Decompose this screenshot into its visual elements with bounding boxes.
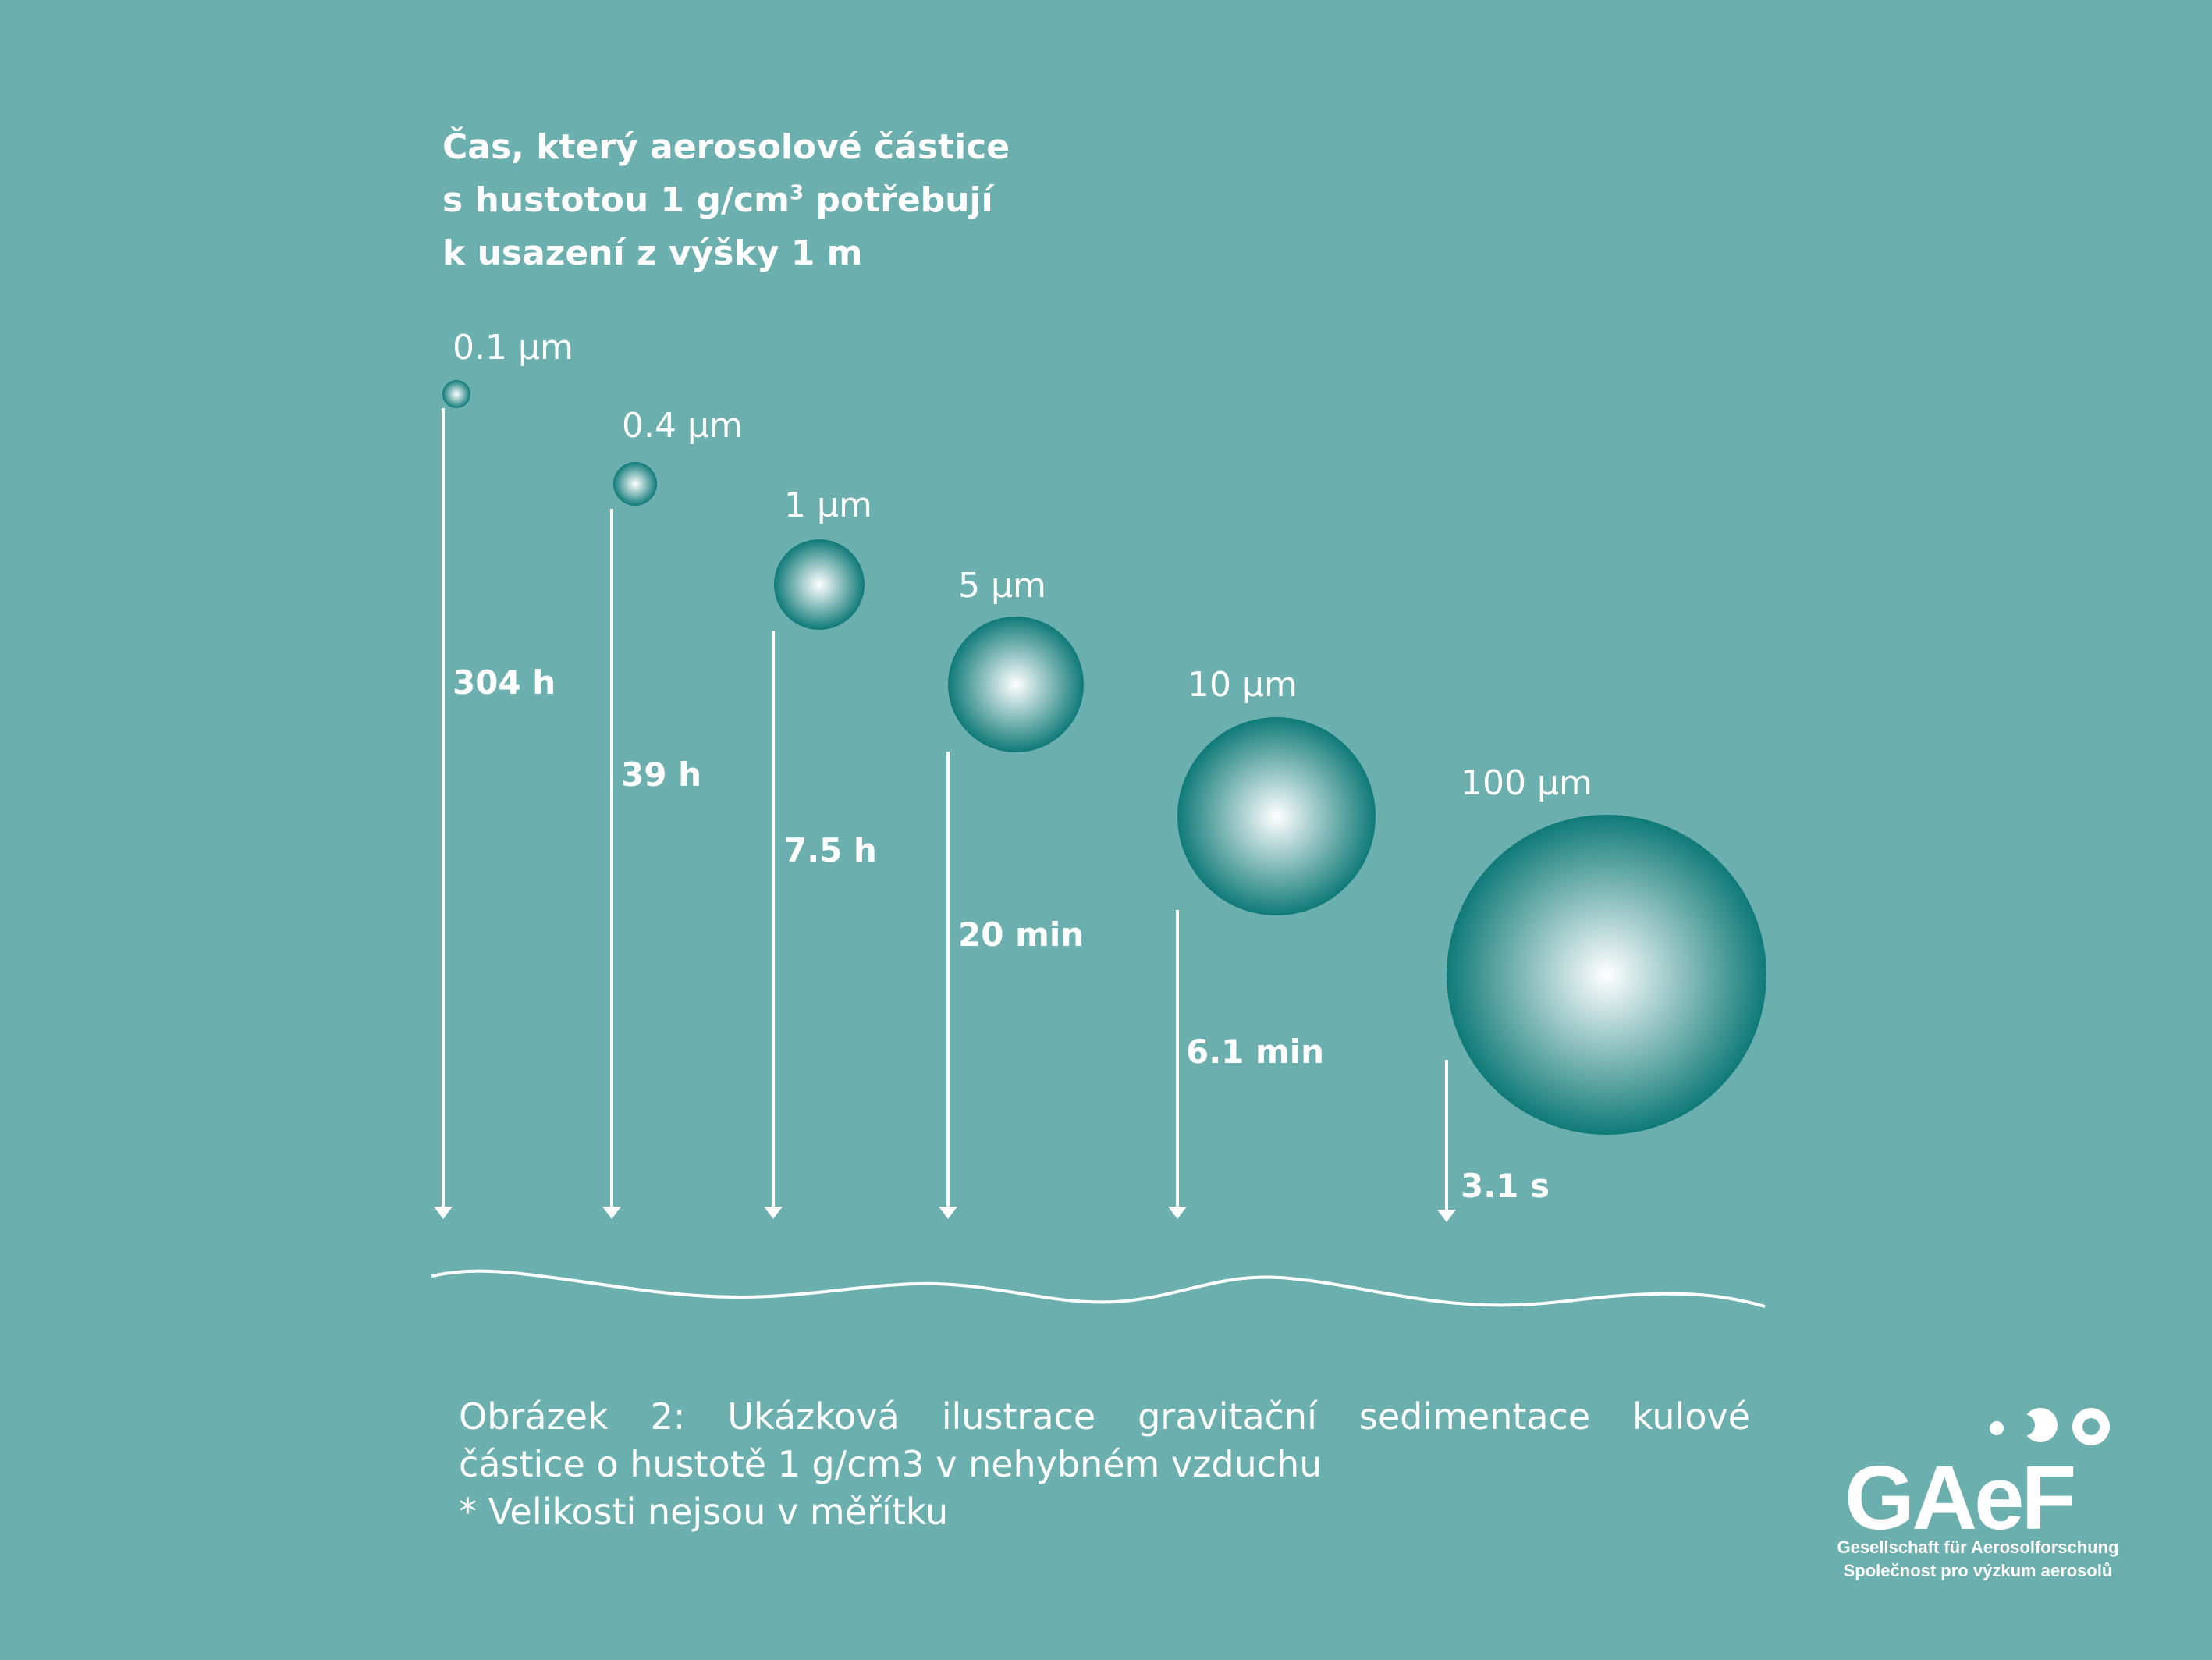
gaef-logo: GAeF Gesellschaft für Aerosolforschung S…	[1834, 1397, 2122, 1584]
figure-caption: Obrázek 2: Ukázková ilustrace gravitační…	[459, 1393, 1750, 1536]
caption-line-1: Obrázek 2: Ukázková ilustrace gravitační…	[459, 1395, 1750, 1438]
particle-sphere-4	[948, 617, 1084, 752]
ground-line	[431, 1269, 1766, 1308]
size-label-5: 5 µm	[958, 566, 1046, 606]
fall-arrow-6	[1437, 1060, 1456, 1222]
size-label-1: 1 µm	[784, 485, 872, 525]
title-line-2: s hustotou 1 g/cm3 potřebují	[442, 180, 993, 220]
size-label-0.1: 0.1 µm	[453, 328, 573, 368]
particle-sphere-5	[1177, 717, 1376, 915]
logo-subtitle-cz: Společnost pro výzkum aerosolů	[1843, 1561, 2113, 1580]
diagram-title: Čas, který aerosolové částice s hustotou…	[442, 121, 1010, 280]
time-label-6.1min: 6.1 min	[1186, 1033, 1325, 1071]
time-label-304h: 304 h	[453, 663, 556, 702]
size-label-10: 10 µm	[1188, 665, 1298, 705]
logo-dots-icon	[1990, 1408, 2110, 1445]
fall-arrow-4	[939, 752, 957, 1219]
caption-line-2: částice o hustotě 1 g/cm3 v nehybném vzd…	[459, 1443, 1323, 1485]
title-line-3: k usazení z výšky 1 m	[442, 233, 863, 273]
caption-line-3: * Velikosti nejsou v měřítku	[459, 1491, 949, 1533]
size-label-0.4: 0.4 µm	[622, 406, 743, 446]
time-label-3.1s: 3.1 s	[1461, 1167, 1550, 1205]
superscript-3: 3	[789, 181, 804, 205]
particle-sphere-2	[613, 462, 657, 506]
time-label-7.5h: 7.5 h	[784, 831, 877, 869]
time-label-39h: 39 h	[621, 755, 701, 794]
particle-sphere-6	[1447, 815, 1766, 1135]
title-line-1: Čas, který aerosolové částice	[442, 127, 1010, 167]
time-label-20min: 20 min	[958, 915, 1085, 954]
fall-arrow-1	[434, 408, 453, 1219]
particle-sphere-3	[774, 539, 865, 630]
fall-arrow-3	[764, 631, 783, 1219]
logo-subtitle-de: Gesellschaft für Aerosolforschung	[1837, 1537, 2119, 1557]
fall-arrow-2	[602, 509, 621, 1219]
particle-sphere-1	[442, 380, 470, 408]
fall-arrow-5	[1168, 910, 1187, 1219]
logo-wordmark: GAeF	[1845, 1447, 2076, 1548]
size-label-100: 100 µm	[1461, 763, 1592, 803]
